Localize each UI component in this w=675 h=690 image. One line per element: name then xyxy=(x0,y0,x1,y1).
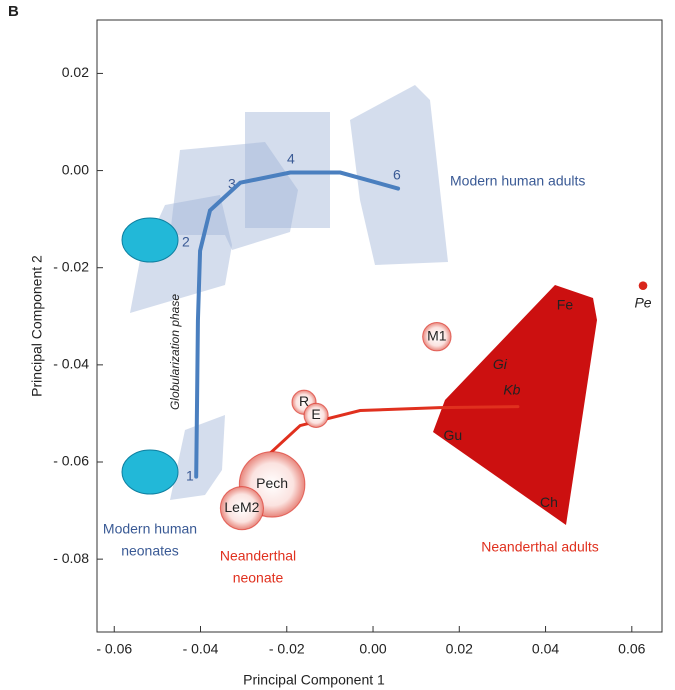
y-tick-label: - 0.02 xyxy=(53,258,89,274)
x-tick-label: - 0.02 xyxy=(269,641,305,657)
y-tick-label: - 0.08 xyxy=(53,550,89,566)
x-tick-label: - 0.04 xyxy=(183,641,219,657)
point-label: Kb xyxy=(503,381,520,397)
y-tick-label: 0.02 xyxy=(62,64,89,80)
point-label: Ch xyxy=(540,494,558,510)
point-label: Pech xyxy=(256,475,288,491)
annotation: neonate xyxy=(233,570,284,586)
x-tick-label: 0.00 xyxy=(359,641,386,657)
y-tick-label: 0.00 xyxy=(62,161,89,177)
annotation: Modern human xyxy=(103,521,197,537)
stage-label: 6 xyxy=(393,167,401,183)
point-label: Pe xyxy=(634,294,651,310)
y-tick-label: - 0.04 xyxy=(53,356,89,372)
stage-label: 4 xyxy=(287,151,295,167)
x-axis-label: Principal Component 1 xyxy=(243,672,385,688)
point-label: M1 xyxy=(427,327,447,343)
x-tick-label: 0.04 xyxy=(532,641,559,657)
panel-label: B xyxy=(8,3,19,20)
y-tick-label: - 0.06 xyxy=(53,453,89,469)
y-axis-label: Principal Component 2 xyxy=(29,255,45,397)
neanderthal-hull xyxy=(433,285,597,525)
stage-label: 2 xyxy=(182,234,190,250)
point-label: Gi xyxy=(493,356,508,372)
point-label: Gu xyxy=(443,427,462,443)
point-label: LeM2 xyxy=(224,499,259,515)
brain-icon xyxy=(122,218,178,262)
stage-label: 1 xyxy=(186,468,194,484)
chart: B Principal Component 1 Principal Compon… xyxy=(0,0,675,690)
annotation: Neanderthal xyxy=(220,548,296,564)
x-tick-label: - 0.06 xyxy=(96,641,132,657)
annotation: Modern human adults xyxy=(450,173,585,189)
annotation: neonates xyxy=(121,543,179,559)
brain-icon xyxy=(122,450,178,494)
x-tick-label: 0.02 xyxy=(446,641,473,657)
x-tick-label: 0.06 xyxy=(618,641,645,657)
annotation: Globularization phase xyxy=(168,294,182,410)
point-label: E xyxy=(311,406,320,422)
point xyxy=(639,281,648,290)
point-label: Fe xyxy=(557,296,574,312)
annotation: Neanderthal adults xyxy=(481,539,599,555)
